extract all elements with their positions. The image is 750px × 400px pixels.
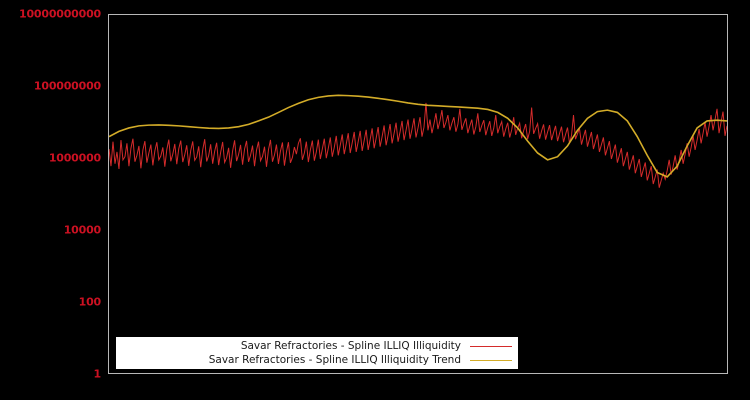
y-axis-tick-label: 10000: [63, 223, 101, 237]
series-line-illiquidity-trend: [109, 95, 727, 177]
legend-line-swatch-icon-trend: [470, 359, 512, 361]
legend-line-swatch-icon-illiquidity: [470, 345, 512, 347]
series-svg: [109, 15, 727, 373]
y-axis-tick-label: 1: [93, 367, 102, 381]
y-axis-tick-label: 1000000: [48, 151, 101, 165]
y-axis-tick-label: 100000000: [33, 79, 101, 93]
series-line-illiquidity: [109, 103, 727, 188]
plot-area: [108, 14, 728, 374]
legend-label-illiquidity-trend: Savar Refractories - Spline ILLIQ Illiqu…: [208, 354, 461, 366]
legend-item-illiquidity-trend[interactable]: Savar Refractories - Spline ILLIQ Illiqu…: [116, 353, 518, 367]
y-axis-tick-label: 10000000000: [19, 7, 101, 21]
legend-item-illiquidity[interactable]: Savar Refractories - Spline ILLIQ Illiqu…: [116, 339, 518, 353]
y-axis-tick-label: 100: [78, 295, 102, 309]
legend-label-illiquidity: Savar Refractories - Spline ILLIQ Illiqu…: [240, 340, 461, 352]
y-axis: 10000000000 100000000 1000000 10000 100 1: [0, 0, 108, 400]
chart-legend: Savar Refractories - Spline ILLIQ Illiqu…: [116, 337, 518, 369]
